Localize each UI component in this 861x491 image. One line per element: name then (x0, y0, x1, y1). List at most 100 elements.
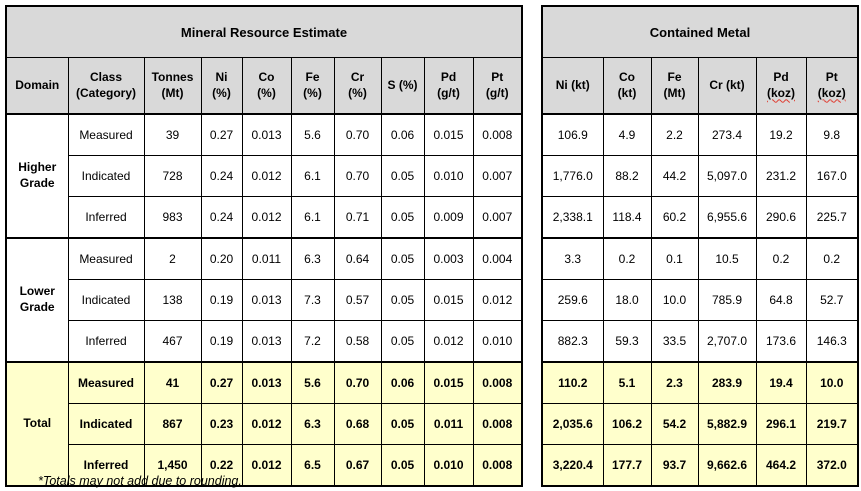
table-row: 106.9 4.9 2.2 273.4 19.2 9.8 (541, 113, 859, 156)
table-title: Mineral Resource Estimate (5, 5, 523, 58)
cell: 5,882.9 (697, 403, 757, 445)
tables-container: Mineral Resource Estimate Domain Class (C… (5, 5, 859, 487)
column-header-ni-kt: Ni (kt) (541, 57, 604, 115)
column-header-cr: Cr (%) (333, 57, 382, 115)
cell: 0.008 (472, 403, 523, 445)
cell: 9.8 (805, 113, 859, 156)
cell: 0.010 (423, 444, 474, 487)
category-cell: Indicated (67, 403, 145, 445)
category-cell: Indicated (67, 279, 145, 321)
cell: 167.0 (805, 155, 859, 197)
table-title-row: Contained Metal (541, 5, 859, 58)
category-cell: Measured (67, 361, 145, 404)
cell: 44.2 (650, 155, 699, 197)
cell: 0.013 (241, 320, 292, 363)
column-header-pt: Pt (g/t) (472, 57, 523, 115)
cell: 0.1 (650, 237, 699, 280)
cell: 19.4 (755, 361, 807, 404)
cell: 5.6 (290, 361, 335, 404)
cell: 146.3 (805, 320, 859, 363)
cell: 785.9 (697, 279, 757, 321)
category-cell: Inferred (67, 444, 145, 487)
cell: 2,338.1 (541, 196, 604, 239)
cell: 3,220.4 (541, 444, 604, 487)
cell: 0.007 (472, 196, 523, 239)
cell: 728 (143, 155, 202, 197)
cell: 0.009 (423, 196, 474, 239)
cell: 4.9 (602, 113, 652, 156)
domain-cell: Higher Grade (5, 113, 69, 239)
cell: 0.27 (200, 361, 243, 404)
cell: 0.007 (472, 155, 523, 197)
cell: 52.7 (805, 279, 859, 321)
cell: 0.012 (241, 444, 292, 487)
cell: 290.6 (755, 196, 807, 239)
cell: 0.27 (200, 113, 243, 156)
cell: 110.2 (541, 361, 604, 404)
table-row: Higher Grade Measured 39 0.27 0.013 5.6 … (5, 113, 523, 239)
category-cell: Indicated (67, 155, 145, 197)
cell: 177.7 (602, 444, 652, 487)
column-header-class: Class (Category) (67, 57, 145, 115)
cell: 0.015 (423, 113, 474, 156)
cell: 6.1 (290, 196, 335, 239)
cell: 0.008 (472, 361, 523, 404)
cell: 0.58 (333, 320, 382, 363)
cell: 219.7 (805, 403, 859, 445)
table-row: 3,220.4 177.7 93.7 9,662.6 464.2 372.0 (541, 444, 859, 487)
cell: 0.57 (333, 279, 382, 321)
table-row: 882.3 59.3 33.5 2,707.0 173.6 146.3 (541, 320, 859, 363)
category-cell: Inferred (67, 320, 145, 363)
category-cell: Measured (67, 113, 145, 156)
cell: 0.012 (241, 403, 292, 445)
cell: 0.010 (423, 155, 474, 197)
cell: 882.3 (541, 320, 604, 363)
cell: 64.8 (755, 279, 807, 321)
cell: 0.70 (333, 361, 382, 404)
cell: 0.012 (241, 196, 292, 239)
column-header-s: S (%) (380, 57, 425, 115)
domain-cell: Total (5, 361, 69, 487)
cell: 0.05 (380, 237, 425, 280)
cell: 0.05 (380, 444, 425, 487)
cell: 39 (143, 113, 202, 156)
cell: 983 (143, 196, 202, 239)
table-row: 110.2 5.1 2.3 283.9 19.4 10.0 (541, 361, 859, 404)
cell: 10.0 (805, 361, 859, 404)
cell: 93.7 (650, 444, 699, 487)
table-header-row: Ni (kt) Co (kt) Fe (Mt) Cr (kt) Pd (koz) Pt… (541, 57, 859, 115)
cell: 259.6 (541, 279, 604, 321)
cell: 6.1 (290, 155, 335, 197)
cell: 10.0 (650, 279, 699, 321)
cell: 6,955.6 (697, 196, 757, 239)
cell: 467 (143, 320, 202, 363)
column-header-tonnes: Tonnes (Mt) (143, 57, 202, 115)
cell: 6.5 (290, 444, 335, 487)
column-header-pd: Pd (g/t) (423, 57, 474, 115)
cell: 0.19 (200, 279, 243, 321)
cell: 18.0 (602, 279, 652, 321)
cell: 0.011 (423, 403, 474, 445)
cell: 0.71 (333, 196, 382, 239)
cell: 2 (143, 237, 202, 280)
cell: 231.2 (755, 155, 807, 197)
table-row: Indicated 867 0.23 0.012 6.3 0.68 0.05 0… (6, 403, 523, 445)
cell: 0.2 (602, 237, 652, 280)
domain-cell: Lower Grade (5, 237, 69, 363)
cell: 41 (143, 361, 202, 404)
cell: 296.1 (755, 403, 807, 445)
column-header-co-kt: Co (kt) (602, 57, 652, 115)
cell: 0.013 (241, 361, 292, 404)
cell: 0.05 (380, 196, 425, 239)
cell: 33.5 (650, 320, 699, 363)
cell: 106.9 (541, 113, 604, 156)
table-row: Indicated 728 0.24 0.012 6.1 0.70 0.05 0… (6, 155, 523, 197)
table-row: 1,776.0 88.2 44.2 5,097.0 231.2 167.0 (541, 155, 859, 197)
cell: 5,097.0 (697, 155, 757, 197)
cell: 0.20 (200, 237, 243, 280)
rounding-footnote: *Totals may not add due to rounding. (38, 474, 242, 488)
cell: 2,035.6 (541, 403, 604, 445)
cell: 0.24 (200, 196, 243, 239)
cell: 0.68 (333, 403, 382, 445)
cell: 0.70 (333, 155, 382, 197)
